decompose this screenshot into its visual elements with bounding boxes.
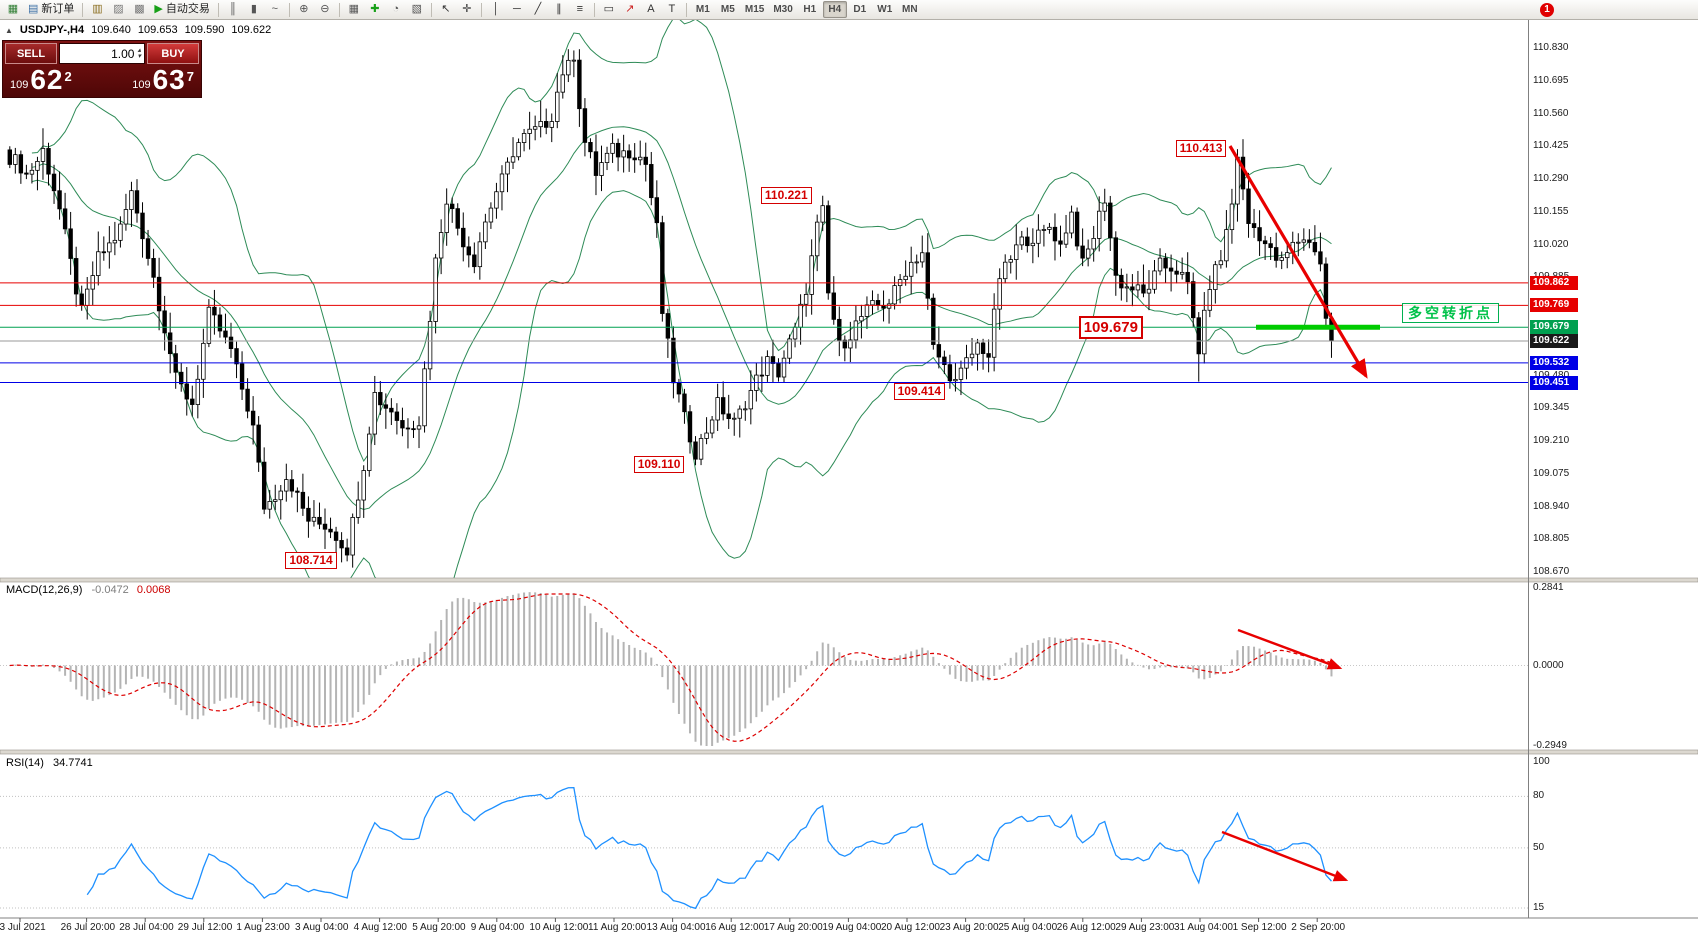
vertical-line-icon: │ [492, 3, 500, 15]
sell-button[interactable]: SELL [5, 43, 57, 64]
auto-trading-icon: ▶ [154, 3, 163, 15]
shapes-icon: ▭ [603, 3, 615, 15]
timeframe-h4-button[interactable]: H4 [822, 1, 847, 18]
indicators-list-button[interactable]: ✚ [365, 1, 385, 18]
arrows-button[interactable]: ↗ [620, 1, 640, 18]
buy-button[interactable]: BUY [147, 43, 199, 64]
new-chart-button[interactable]: ▦ [3, 1, 23, 18]
toolbar: ▦ ▤ 新订单 ▥ ▨ ▩ ▶ 自动交易 ║ ▮ ~ ⊕ ⊖ ▦ ✚ ◔ ▧ ↖ ✛ │ ─ ╱ ∥ ≡ ▭ ↗ A T M1 M5 M15… [0, 0, 1698, 20]
bars-mode-button[interactable]: ║ [223, 1, 243, 18]
volume-value: 1.00 [111, 46, 135, 61]
zoom-out-icon: ⊖ [320, 3, 330, 15]
collapse-panel-icon[interactable]: ▲ [5, 25, 13, 35]
chart-window-icon: ▥ [92, 3, 103, 15]
candles-mode-icon: ▮ [250, 3, 257, 15]
periods-icon: ◔ [392, 3, 400, 15]
line-mode-icon: ~ [271, 3, 279, 15]
new-order-button[interactable]: ▤ 新订单 [24, 1, 78, 18]
profiles-button[interactable]: ▨ [108, 1, 128, 18]
trendline-button[interactable]: ╱ [528, 1, 548, 18]
market-watch-icon: ▩ [134, 3, 145, 15]
timeframe-m5-button[interactable]: M5 [716, 1, 740, 18]
toolbar-separator [217, 2, 219, 17]
timeframe-m1-button[interactable]: M1 [691, 1, 715, 18]
horizontal-line-icon: ─ [512, 3, 521, 15]
notification-badge[interactable]: 1 [1540, 3, 1554, 17]
text-button[interactable]: A [641, 1, 661, 18]
volume-input[interactable]: 1.00 ▴ ▾ [59, 43, 145, 64]
timeframe-d1-button[interactable]: D1 [848, 1, 872, 18]
ask-price[interactable]: 109 63 7 [132, 65, 194, 95]
vertical-line-button[interactable]: │ [486, 1, 506, 18]
crosshair-icon: ✛ [462, 3, 472, 15]
text-icon: A [647, 3, 655, 15]
toolbar-separator [480, 2, 482, 17]
horizontal-line-button[interactable]: ─ [507, 1, 527, 18]
fibonacci-icon: ≡ [576, 3, 584, 15]
chart-title-bar: ▲ USDJPY-,H4 109.640 109.653 109.590 109… [5, 24, 271, 36]
timeframe-m15-button[interactable]: M15 [741, 1, 768, 18]
equidistant-channel-button[interactable]: ∥ [549, 1, 569, 18]
bid-price[interactable]: 109 62 2 [10, 65, 72, 95]
templates-button[interactable]: ▧ [407, 1, 427, 18]
timeframe-w1-button[interactable]: W1 [873, 1, 897, 18]
toolbar-separator [593, 2, 595, 17]
shapes-button[interactable]: ▭ [599, 1, 619, 18]
stepper-down-icon[interactable]: ▾ [137, 52, 141, 60]
toolbar-separator [430, 2, 432, 17]
toolbar-separator [82, 2, 84, 17]
bid-prefix: 109 [10, 79, 29, 91]
new-order-label: 新订单 [41, 3, 75, 15]
equidistant-channel-icon: ∥ [556, 3, 562, 15]
text-label-button[interactable]: T [662, 1, 682, 18]
fibonacci-button[interactable]: ≡ [570, 1, 590, 18]
bid-big-digits: 62 [30, 64, 64, 95]
toolbar-separator [338, 2, 340, 17]
zoom-out-button[interactable]: ⊖ [315, 1, 335, 18]
turning-point-annotation[interactable]: 多空转折点 [1402, 303, 1499, 323]
stepper-up-icon[interactable]: ▴ [137, 46, 141, 54]
chart-window-button[interactable]: ▥ [87, 1, 107, 18]
chart-canvas[interactable] [0, 20, 1698, 943]
timeframe-m30-button[interactable]: M30 [769, 1, 796, 18]
ohlc-close: 109.622 [231, 24, 272, 36]
market-watch-button[interactable]: ▩ [129, 1, 149, 18]
text-label-icon: T [668, 3, 676, 15]
indicators-list-icon: ✚ [370, 3, 380, 15]
crosshair-button[interactable]: ✛ [457, 1, 477, 18]
volume-stepper[interactable]: ▴ ▾ [137, 46, 141, 60]
tile-windows-icon: ▦ [348, 3, 360, 15]
ohlc-low: 109.590 [184, 24, 225, 36]
ask-prefix: 109 [132, 79, 151, 91]
new-order-icon: ▤ [28, 3, 39, 15]
zoom-in-icon: ⊕ [299, 3, 309, 15]
toolbar-separator [685, 2, 687, 17]
auto-trading-label: 自动交易 [165, 3, 210, 15]
bars-mode-icon: ║ [228, 3, 237, 15]
cursor-icon: ↖ [441, 3, 451, 15]
line-mode-button[interactable]: ~ [265, 1, 285, 18]
ohlc-high: 109.653 [137, 24, 178, 36]
bid-pip-digit: 2 [64, 69, 72, 84]
templates-icon: ▧ [411, 3, 423, 15]
timeframe-mn-button[interactable]: MN [898, 1, 922, 18]
symbol-timeframe-label: USDJPY-,H4 [19, 24, 85, 36]
periods-button[interactable]: ◔ [386, 1, 406, 18]
auto-trading-button[interactable]: ▶ 自动交易 [150, 1, 213, 18]
one-click-trading-panel: SELL 1.00 ▴ ▾ BUY 109 62 2 109 63 7 [2, 40, 202, 98]
profiles-icon: ▨ [113, 3, 124, 15]
new-chart-icon: ▦ [7, 3, 19, 15]
tile-windows-button[interactable]: ▦ [344, 1, 364, 18]
toolbar-separator [288, 2, 290, 17]
ohlc-open: 109.640 [91, 24, 131, 36]
ask-pip-digit: 7 [186, 69, 194, 84]
timeframe-h1-button[interactable]: H1 [798, 1, 822, 18]
zoom-in-button[interactable]: ⊕ [294, 1, 314, 18]
cursor-button[interactable]: ↖ [436, 1, 456, 18]
arrows-icon: ↗ [625, 3, 635, 15]
ask-big-digits: 63 [152, 64, 186, 95]
candles-mode-button[interactable]: ▮ [244, 1, 264, 18]
trendline-icon: ╱ [534, 3, 542, 15]
